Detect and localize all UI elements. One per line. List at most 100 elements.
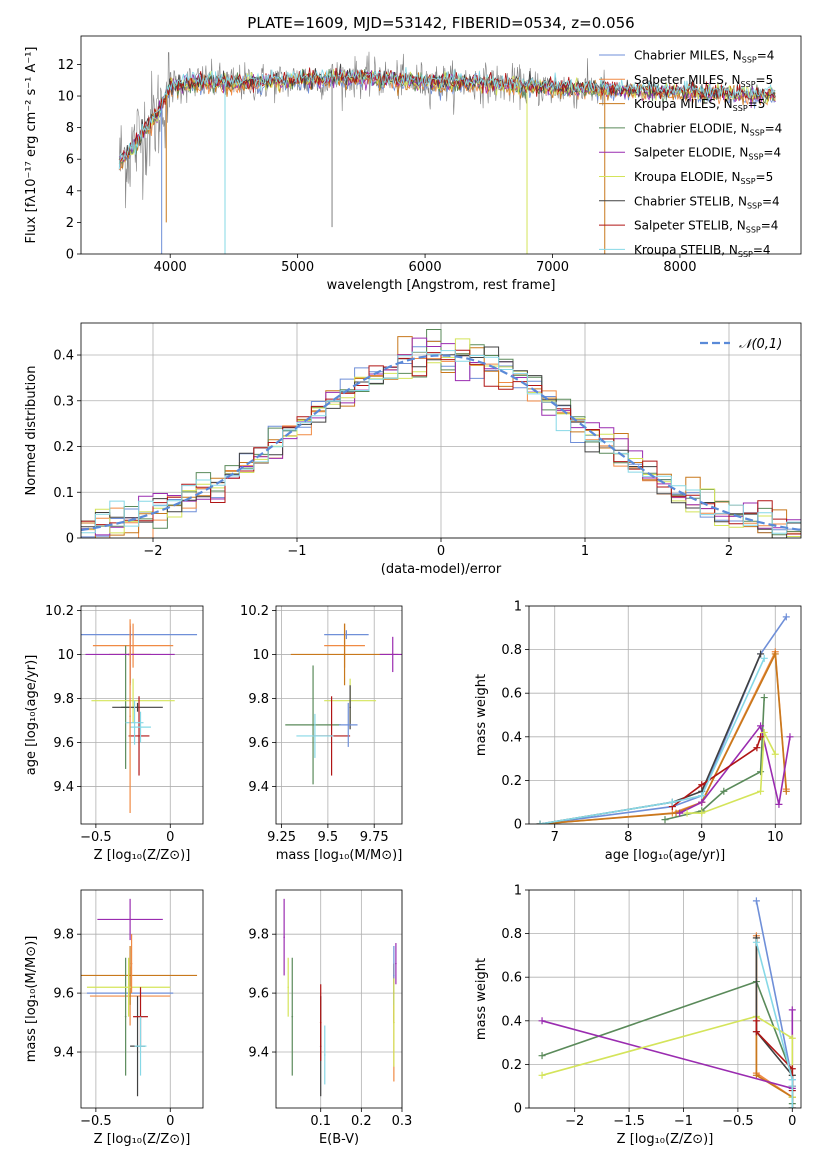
y-tick-label: 10.2 <box>45 604 74 619</box>
y-tick-label: 10.2 <box>240 604 269 619</box>
y-tick-label: 12 <box>57 58 74 73</box>
series-marker <box>775 800 783 808</box>
y-tick-label: 10 <box>57 648 74 663</box>
series-marker <box>538 1071 546 1079</box>
x-tick-label: −1 <box>287 544 306 559</box>
series-line <box>539 657 765 824</box>
legend-entry: Chabrier ELODIE, NSSP=4 <box>634 121 782 137</box>
data-point <box>132 644 134 647</box>
series-marker <box>753 744 761 752</box>
x-tick-label: 0.3 <box>392 1114 413 1129</box>
data-point <box>349 706 351 709</box>
series-marker <box>698 792 706 800</box>
series-line <box>541 1009 794 1090</box>
series-marker <box>757 733 765 741</box>
legend-entry: Chabrier STELIB, NSSP=4 <box>634 194 780 210</box>
massweight-vs-age-frame <box>528 605 802 825</box>
y-tick-label: 9.4 <box>53 780 74 795</box>
series-marker <box>788 1104 796 1108</box>
data-point <box>323 1054 326 1056</box>
series-marker <box>771 650 779 658</box>
massweight-vs-Z-frame <box>528 889 802 1109</box>
data-point <box>133 721 136 724</box>
series-line <box>539 648 788 824</box>
data-point <box>139 1045 142 1047</box>
x-tick-label: 6000 <box>409 260 442 275</box>
series-marker <box>752 938 760 946</box>
data-point <box>136 706 139 709</box>
data-point <box>345 633 348 636</box>
legend-entry: Salpeter ELODIE, NSSP=4 <box>634 146 781 162</box>
y-tick-label: 0.2 <box>501 774 522 789</box>
y-tick-label: 0.8 <box>501 643 522 658</box>
y-tick-label: 0.8 <box>501 927 522 942</box>
series-marker <box>683 809 691 817</box>
x-tick-label: 9 <box>698 830 706 845</box>
mass-vs-Z-frame <box>80 889 204 1109</box>
series-marker <box>788 1082 796 1090</box>
y-tick-label: 1 <box>514 884 522 899</box>
mass-vs-EBV-frame <box>275 889 403 1109</box>
x-tick-label: 0 <box>437 544 445 559</box>
data-point <box>139 726 142 728</box>
data-point <box>132 699 134 702</box>
x-tick-label: 0 <box>788 1114 796 1129</box>
series-marker <box>720 787 728 795</box>
series-marker <box>752 1017 760 1025</box>
series-marker <box>788 1006 796 1014</box>
series-marker <box>538 1017 546 1025</box>
y-tick-label: 4 <box>66 184 74 199</box>
y-tick-label: 6 <box>66 153 74 168</box>
y-tick-label: 9.4 <box>53 1046 74 1061</box>
mass-vs-Z-axes: −0.5 0 9.4 9.6 9.8 Z [log₁₀(Z/Z⊙)] mass [log₁₀… <box>24 890 203 1147</box>
mass-vs-EBV-plot <box>283 898 397 1097</box>
data-point <box>127 653 130 656</box>
data-point <box>393 974 395 977</box>
data-point <box>391 653 394 656</box>
spectrum-plot <box>118 51 776 254</box>
x-tick-label: −1 <box>674 1114 693 1129</box>
series-marker <box>757 787 765 795</box>
data-point <box>127 986 130 989</box>
y-tick-label: 2 <box>66 216 74 231</box>
y-tick-label: 0 <box>66 248 74 263</box>
x-tick-label: 8 <box>624 830 632 845</box>
x-tick-label: 9.5 <box>318 830 339 845</box>
data-point <box>124 1015 127 1018</box>
x-tick-label: 0 <box>166 830 174 845</box>
series-line <box>671 736 762 808</box>
y-tick-label: 1 <box>514 600 522 615</box>
y-tick-label: 9.6 <box>248 987 269 1002</box>
spectrum-ylabel: Flux [fλ10⁻¹⁷ erg cm⁻² s⁻¹ A⁻¹] <box>24 47 39 244</box>
data-point <box>343 653 346 656</box>
age-vs-mass-plot <box>285 623 402 785</box>
gaussian-curve <box>81 354 801 532</box>
data-point <box>129 715 131 717</box>
y-tick-label: 10 <box>252 648 269 663</box>
age-vs-mass-axes: 9.25 9.5 9.75 9.4 9.6 9.8 10 10.2 mass [log₁₀(M/… <box>240 604 402 863</box>
model-spectrum <box>118 67 776 170</box>
legend-entry: 𝒩(0,1) <box>739 337 782 352</box>
x-tick-label: 10 <box>767 830 784 845</box>
spectrum-frame <box>80 35 802 255</box>
y-tick-label: 0.1 <box>53 486 74 501</box>
series-line <box>539 616 787 824</box>
series-marker <box>771 750 779 758</box>
x-tick-label: 0.1 <box>310 1114 331 1129</box>
legend-entry: Salpeter MILES, NSSP=5 <box>634 73 773 89</box>
spectrum-axes: 4000 5000 6000 7000 8000 0 2 4 6 8 10 12 wavelength … <box>24 47 696 294</box>
massweight-vs-Z-axes: −2 −1.5 −1 −0.5 0 0 0.2 0.4 0.6 0.8 1 Z [log₁₀(Z/Z⊙… <box>474 884 801 1147</box>
y-tick-label: 10 <box>57 90 74 105</box>
series-marker <box>698 781 706 789</box>
y-tick-label: 9.8 <box>248 928 269 943</box>
x-tick-label: 5000 <box>281 260 314 275</box>
y-tick-label: 9.8 <box>248 692 269 707</box>
series-marker <box>698 798 706 806</box>
series-marker <box>788 1076 796 1084</box>
y-tick-label: 9.4 <box>248 780 269 795</box>
y-tick-label: 0 <box>66 532 74 547</box>
series-marker <box>752 1071 760 1079</box>
x-tick-label: 0.2 <box>351 1114 372 1129</box>
age-vs-Z-xlabel: Z [log₁₀(Z/Z⊙)] <box>94 848 191 863</box>
